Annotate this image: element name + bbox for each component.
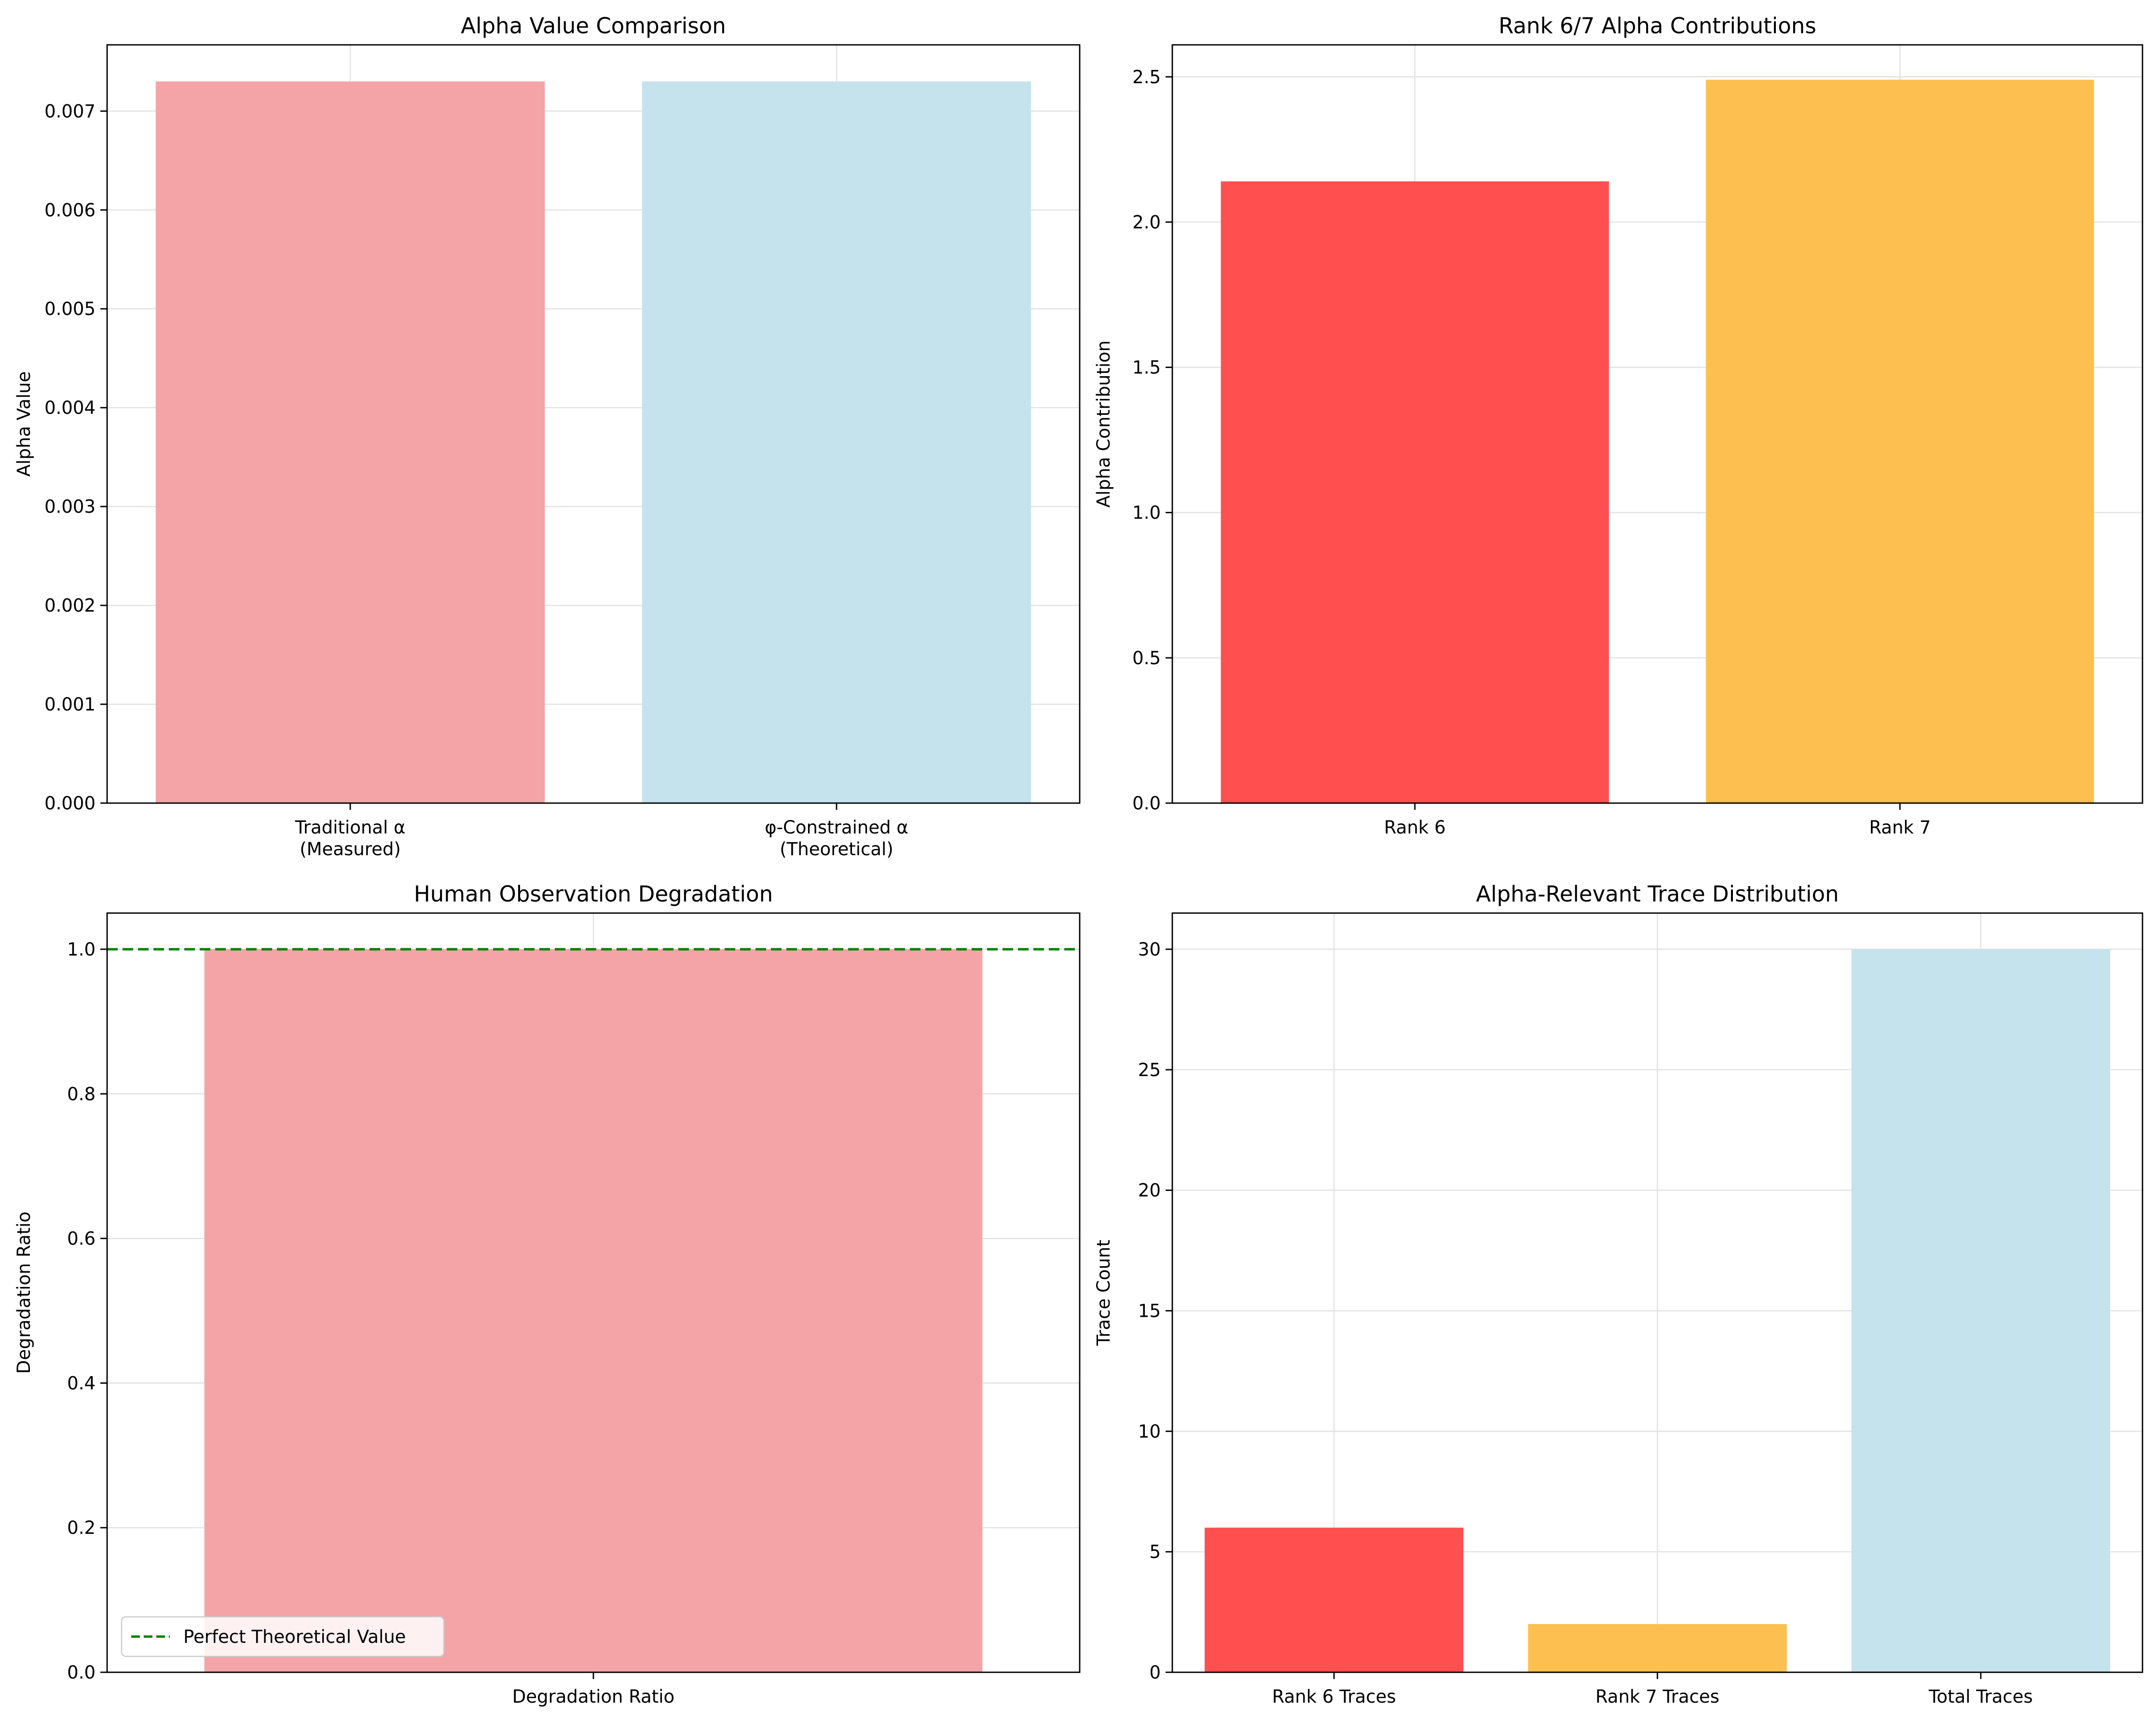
bar	[642, 81, 1031, 803]
chart-human-observation-degradation: 0.0 0.2 0.4 0.6 0.8 1.0 Degradation Ratio Human…	[14, 881, 1081, 1707]
bar	[1851, 949, 2110, 1672]
chart-rank-alpha-contributions: 0.0 0.5 1.0 1.5 2.0 2.5 Rank 6 Rank 7 Rank 6/7 A…	[1093, 13, 2143, 838]
x-tick-label-line: (Measured)	[300, 839, 401, 860]
y-tick-label: 10	[1138, 1421, 1161, 1442]
bar	[155, 81, 545, 803]
y-tick-label: 0.001	[44, 694, 96, 715]
y-tick-label: 1.0	[1132, 503, 1161, 523]
y-tick-label: 2.5	[1132, 67, 1161, 87]
x-tick-label: Rank 6	[1384, 817, 1446, 838]
y-tick-label: 20	[1138, 1180, 1161, 1201]
y-tick-label: 0.006	[44, 200, 96, 220]
x-tick-label: φ-Constrained α (Theoretical)	[765, 817, 908, 860]
y-tick-label: 0.2	[67, 1517, 96, 1538]
chart-title: Alpha-Relevant Trace Distribution	[1476, 881, 1839, 907]
y-tick-label: 0.8	[67, 1084, 96, 1105]
y-tick-label: 0.000	[44, 793, 96, 814]
x-tick-label: Total Traces	[1928, 1686, 2033, 1707]
axes-frame	[1171, 44, 2143, 804]
x-tick-label-line: Total Traces	[1928, 1686, 2033, 1707]
y-tick-label: 0.4	[67, 1373, 96, 1393]
y-tick-label: 5	[1149, 1542, 1161, 1562]
chart-trace-distribution: 0 5 10 15 20 25 30 Rank 6 Traces Rank 7 Traces To…	[1093, 881, 2143, 1707]
y-axis-label: Degradation Ratio	[14, 1212, 34, 1374]
y-tick-label: 0.0	[1132, 793, 1161, 814]
x-tick-label-line: Rank 7 Traces	[1595, 1686, 1719, 1707]
x-tick-label-line: Traditional α	[295, 817, 406, 838]
chart-alpha-value-comparison: 0.000 0.001 0.002 0.003 0.004 0.005 0.006 0.007…	[14, 13, 1081, 860]
bar	[1706, 80, 2094, 803]
y-tick-label: 30	[1138, 939, 1161, 960]
x-tick-label-line: (Theoretical)	[780, 839, 893, 860]
x-tick-label-line: Rank 7	[1869, 817, 1931, 838]
x-tick-label-line: Rank 6	[1384, 817, 1446, 838]
y-tick-label: 1.5	[1132, 357, 1161, 378]
bar	[204, 949, 983, 1672]
y-tick-label: 0.005	[44, 299, 96, 319]
legend-label: Perfect Theoretical Value	[183, 1626, 406, 1647]
chart-title: Alpha Value Comparison	[461, 13, 726, 39]
axes-frame	[106, 44, 1081, 804]
y-axis-label: Alpha Value	[14, 371, 34, 477]
y-tick-label: 0.002	[44, 595, 96, 616]
y-tick-label: 25	[1138, 1060, 1161, 1080]
x-tick-label: Rank 7 Traces	[1595, 1686, 1719, 1707]
bar	[1205, 1528, 1464, 1672]
legend-box	[121, 1616, 445, 1657]
bar	[1528, 1624, 1787, 1672]
x-tick-label-line: Rank 6 Traces	[1272, 1686, 1396, 1707]
y-tick-label: 0.5	[1132, 648, 1161, 669]
x-tick-label-line: Degradation Ratio	[512, 1686, 674, 1707]
x-tick-label-line: φ-Constrained α	[765, 817, 908, 838]
x-tick-label: Degradation Ratio	[512, 1686, 674, 1707]
y-tick-label: 0	[1149, 1662, 1161, 1683]
y-tick-label: 1.0	[67, 939, 96, 960]
y-tick-label: 0.007	[44, 101, 96, 122]
x-tick-label: Rank 7	[1869, 817, 1931, 838]
x-tick-label: Traditional α (Measured)	[295, 817, 406, 860]
y-axis-label: Alpha Contribution	[1093, 341, 1114, 508]
x-tick-label: Rank 6 Traces	[1272, 1686, 1396, 1707]
y-tick-label: 0.003	[44, 496, 96, 517]
chart-title: Rank 6/7 Alpha Contributions	[1498, 13, 1816, 39]
chart-title: Human Observation Degradation	[414, 881, 773, 907]
y-tick-label: 0.004	[44, 397, 96, 418]
y-axis-label: Trace Count	[1093, 1240, 1114, 1346]
y-tick-label: 2.0	[1132, 212, 1161, 232]
y-tick-label: 0.0	[67, 1662, 96, 1683]
bar	[1221, 181, 1609, 804]
y-tick-label: 0.6	[67, 1229, 96, 1249]
y-tick-label: 15	[1138, 1300, 1161, 1321]
